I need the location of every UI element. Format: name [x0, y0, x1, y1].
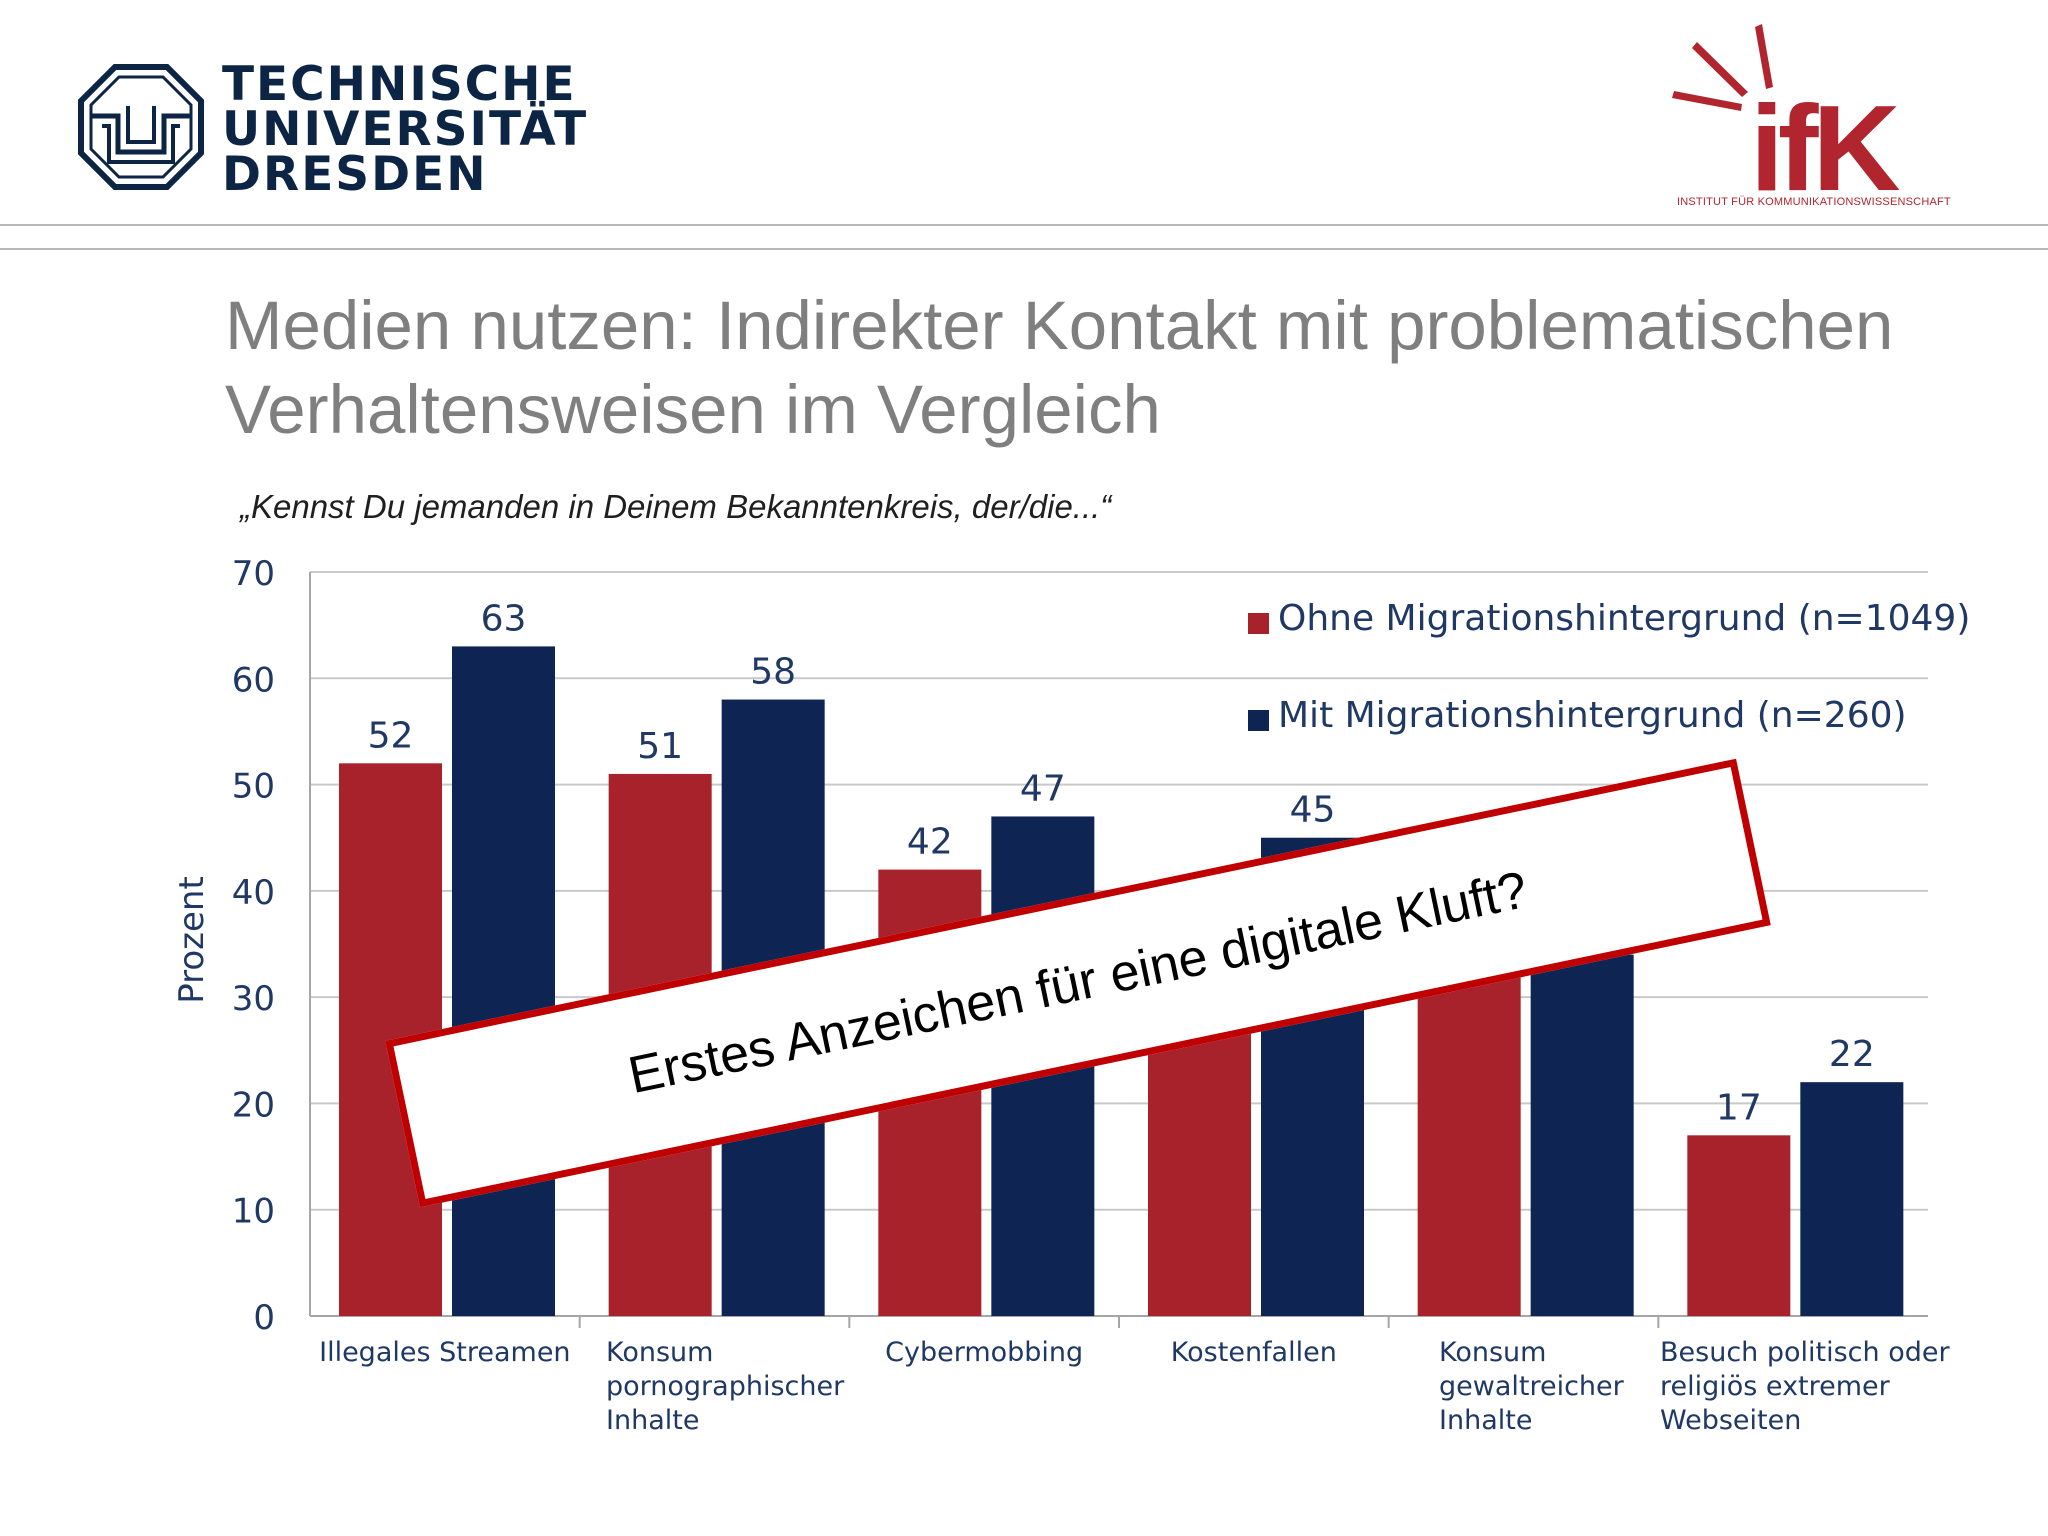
legend-entry: Mit Migrationshintergrund (n=260): [1278, 695, 1907, 736]
x-category-line: Illegales Streamen: [319, 1337, 571, 1368]
data-label: 51: [637, 726, 683, 767]
x-category-line: gewaltreicher: [1439, 1371, 1624, 1402]
data-label: 52: [368, 715, 414, 756]
tud-line-3: DRESDEN: [222, 147, 488, 202]
tu-dresden-wordmark: TECHNISCHE UNIVERSITÄT DRESDEN: [222, 57, 589, 202]
y-axis-label: Prozent: [172, 876, 212, 1004]
y-tick-label: 40: [232, 873, 275, 913]
slide-header: TECHNISCHE UNIVERSITÄT DRESDEN ifK Insti…: [0, 0, 2048, 252]
x-category-line: Inhalte: [606, 1405, 700, 1436]
ifk-logo-text: ifK: [1750, 80, 1900, 212]
legend-swatch: [1248, 710, 1269, 731]
legend-entry: Ohne Migrationshintergrund (n=1049): [1278, 598, 1971, 639]
data-label: 47: [1020, 768, 1066, 809]
ifk-rays-logo-icon: ifK: [1672, 24, 1906, 212]
data-label: 17: [1716, 1087, 1762, 1128]
header-divider-top: [0, 224, 2048, 226]
survey-question: „Kennst Du jemanden in Deinem Bekanntenk…: [240, 488, 1112, 525]
header-divider-bottom: [0, 248, 2048, 250]
y-tick-label: 20: [232, 1085, 275, 1125]
x-category-line: Konsum: [606, 1337, 714, 1368]
bar-mit-migration: [452, 646, 555, 1316]
x-category-label: Besuch politisch oder religiös extremer We…: [1660, 1336, 1950, 1438]
x-category-line: Kostenfallen: [1170, 1337, 1337, 1368]
y-tick-label: 30: [232, 979, 275, 1019]
x-category-line: Webseiten: [1660, 1405, 1802, 1436]
y-tick-label: 50: [232, 767, 275, 807]
ifk-subtitle: Institut für Kommunikationswissenschaft: [1677, 196, 1951, 208]
legend-swatch: [1248, 613, 1269, 634]
y-tick-label: 10: [232, 1192, 275, 1232]
bar-mit-migration: [1530, 954, 1634, 1316]
data-label: 58: [750, 652, 796, 693]
x-category-line: pornographischer: [606, 1371, 845, 1402]
bar-ohne-migration: [1687, 1135, 1791, 1316]
x-category-line: Inhalte: [1439, 1405, 1533, 1436]
data-label: 22: [1829, 1034, 1875, 1075]
y-tick-label: 60: [232, 660, 275, 700]
bar-mit-migration: [1800, 1082, 1904, 1316]
page-title: Medien nutzen: Indirekter Kontakt mit pr…: [225, 287, 1894, 448]
data-label: 45: [1290, 790, 1336, 831]
y-tick-label: 70: [232, 554, 275, 594]
x-category-label: Cybermobbing: [849, 1336, 1119, 1370]
data-label: 42: [907, 822, 953, 863]
y-tick-label: 0: [253, 1298, 275, 1338]
data-label: 63: [481, 598, 527, 639]
x-category-label: Konsum pornographischer Inhalte: [606, 1336, 844, 1438]
x-category-label: Konsum gewaltreicher Inhalte: [1439, 1336, 1624, 1438]
tud-line-2: UNIVERSITÄT: [222, 102, 589, 157]
x-category-label: Kostenfallen: [1119, 1336, 1389, 1370]
tud-line-1: TECHNISCHE: [222, 57, 577, 112]
x-category-line: religiös extremer: [1660, 1371, 1890, 1402]
x-category-line: Cybermobbing: [885, 1337, 1084, 1368]
tu-dresden-emblem-icon: [78, 64, 204, 190]
x-category-line: Konsum: [1439, 1337, 1547, 1368]
x-category-line: Besuch politisch oder: [1660, 1337, 1950, 1368]
x-category-label: Illegales Streamen: [310, 1336, 580, 1370]
